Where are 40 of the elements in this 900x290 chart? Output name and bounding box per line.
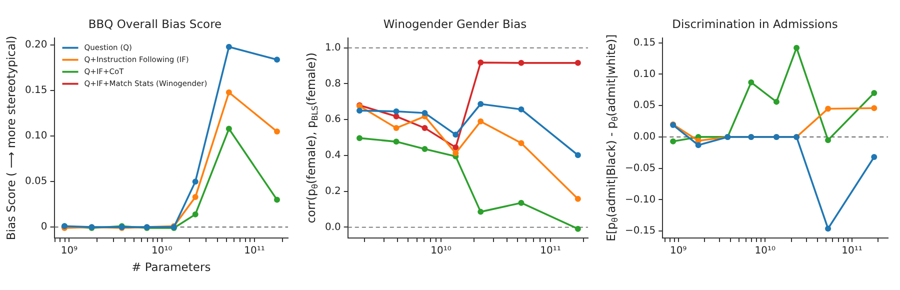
- x-tick-label: 10¹⁰: [430, 246, 452, 257]
- chart-title: Discrimination in Admissions: [672, 16, 838, 31]
- y-tick-label: 0.10: [25, 130, 48, 142]
- y-tick-label: −0.05: [624, 162, 656, 174]
- point: [670, 138, 676, 144]
- y-tick-label: −0.10: [624, 194, 656, 206]
- y-tick-label: 0.6: [324, 114, 341, 126]
- y-tick-label: 0.05: [25, 176, 48, 188]
- y-tick-label: 0: [40, 222, 48, 233]
- x-tick-label: 10¹⁰: [151, 246, 172, 257]
- point: [695, 142, 702, 148]
- y-axis-title: Bias Score ( ⟶ more stereotypical): [4, 36, 18, 240]
- y-tick-label: 0.15: [25, 85, 48, 96]
- y-axis-title: corr(pθ(female), pBLS(female)): [304, 52, 320, 224]
- y-tick-label: 0.8: [324, 78, 341, 90]
- x-tick-label: 10¹¹: [540, 246, 561, 257]
- y-tick-label: 0.20: [25, 40, 48, 51]
- y-tick-label: −0.15: [624, 226, 656, 237]
- y-axis-title: E[pθ(admit|Black) - pθ(admit|white)]: [604, 34, 620, 242]
- x-tick-label: 10¹⁰: [754, 246, 776, 257]
- point: [825, 106, 832, 112]
- point: [773, 98, 780, 105]
- y-tick-label: 0.0: [324, 222, 341, 233]
- x-axis-title: # Parameters: [132, 260, 211, 274]
- x-tick-label: 10¹¹: [244, 246, 265, 257]
- x-tick-label: 10⁹: [60, 246, 78, 257]
- x-tick-label: 10⁹: [670, 246, 687, 257]
- point: [748, 79, 754, 86]
- x-tick-label: 10¹¹: [842, 246, 862, 257]
- y-tick-label: 1.0: [324, 42, 341, 54]
- y-tick-label: 0.05: [633, 100, 656, 112]
- y-tick-label: 0.00: [633, 132, 656, 143]
- y-tick-label: 0.10: [633, 68, 656, 80]
- chart-title: BBQ Overall Bias Score: [88, 16, 222, 31]
- point: [825, 226, 832, 232]
- chart-title: Winogender Gender Bias: [383, 16, 527, 31]
- y-tick-label: 0.15: [633, 37, 656, 48]
- y-tick-label: 0.2: [324, 186, 341, 197]
- y-tick-label: 0.4: [324, 150, 341, 162]
- point: [825, 137, 832, 144]
